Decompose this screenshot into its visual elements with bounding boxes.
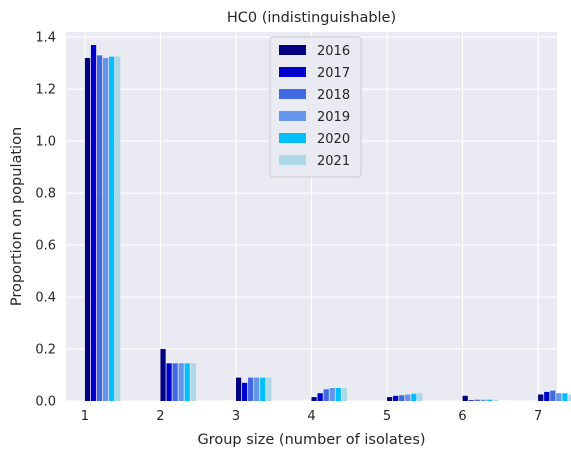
legend-swatch-2016	[279, 45, 306, 55]
bar-2018-group-1	[96, 55, 103, 401]
bar-2016-group-3	[235, 377, 242, 401]
legend-label-2019: 2019	[317, 110, 350, 125]
bar-2019-group-5	[405, 394, 411, 401]
legend-label-2018: 2018	[317, 88, 350, 103]
bar-2016-group-2	[160, 349, 166, 401]
bar-2020-group-1	[109, 56, 115, 402]
bar-2020-group-6	[486, 399, 492, 401]
bar-2016-group-4	[311, 397, 317, 401]
legend-swatch-2017	[279, 67, 306, 77]
y-tick-label: 0.8	[35, 187, 56, 202]
bar-2016-group-1	[84, 57, 91, 402]
y-tick-label: 0.4	[35, 291, 56, 306]
bar-2021-group-1	[115, 56, 121, 402]
bar-2018-group-2	[172, 363, 178, 401]
bar-2017-group-7	[544, 391, 550, 401]
bar-2020-group-7	[562, 393, 568, 401]
bar-2018-group-7	[550, 390, 556, 401]
bar-2017-group-5	[393, 395, 399, 401]
bar-2019-group-1	[103, 57, 109, 402]
legend-swatch-2019	[279, 111, 306, 121]
legend: 2016 2017 2018 2019 2020 2021	[269, 36, 362, 178]
bar-2021-group-6	[492, 399, 499, 401]
bar-2020-group-4	[335, 388, 341, 401]
bar-2019-group-7	[556, 393, 562, 401]
y-tick-labels: 0.0 0.2 0.4 0.6 0.8 1.0 1.2 1.4	[35, 31, 56, 410]
x-tick-label: 1	[81, 409, 89, 424]
legend-swatch-2020	[279, 133, 306, 143]
legend-swatch-2021	[279, 155, 306, 165]
bar-2016-group-5	[387, 397, 393, 401]
x-tick-label: 5	[383, 409, 391, 424]
y-tick-label: 1.0	[35, 135, 56, 150]
bars	[84, 44, 571, 402]
x-tick-label: 7	[534, 409, 542, 424]
bar-2018-group-6	[474, 399, 480, 401]
bar-2019-group-2	[178, 363, 184, 401]
x-tick-label: 4	[307, 409, 315, 424]
bar-2021-group-7	[568, 394, 571, 401]
y-tick-label: 0.6	[35, 239, 56, 254]
bar-2018-group-5	[399, 395, 405, 401]
x-axis-label: Group size (number of isolates)	[197, 432, 425, 448]
chart-title: HC0 (indistinguishable)	[227, 10, 396, 26]
y-tick-label: 0.0	[35, 395, 56, 410]
bar-2017-group-4	[317, 393, 323, 401]
x-tick-label: 3	[232, 409, 240, 424]
bar-2020-group-2	[184, 363, 190, 401]
bar-2017-group-2	[166, 363, 172, 401]
y-axis-label: Proportion on population	[9, 127, 25, 306]
bar-2017-group-3	[242, 382, 248, 401]
bar-2021-group-4	[341, 388, 347, 401]
bar-2019-group-3	[254, 377, 260, 401]
bar-2021-group-3	[266, 377, 272, 401]
y-tick-label: 1.4	[35, 31, 56, 46]
bar-2017-group-6	[468, 400, 474, 401]
legend-label-2021: 2021	[317, 154, 350, 169]
bar-2020-group-5	[411, 393, 417, 401]
bar-2021-group-2	[190, 363, 196, 401]
bar-2016-group-6	[462, 395, 468, 401]
bar-2020-group-3	[260, 377, 266, 401]
bar-2018-group-3	[248, 377, 254, 401]
legend-swatch-2018	[279, 89, 306, 99]
bar-2017-group-1	[90, 44, 97, 402]
bar-2019-group-4	[329, 388, 335, 401]
bar-2021-group-5	[417, 393, 423, 401]
y-tick-label: 1.2	[35, 83, 56, 98]
x-tick-label: 6	[458, 409, 466, 424]
x-tick-label: 2	[156, 409, 164, 424]
bar-2016-group-7	[538, 394, 544, 401]
legend-label-2017: 2017	[317, 66, 350, 81]
legend-label-2016: 2016	[317, 44, 350, 59]
y-tick-label: 0.2	[35, 343, 56, 358]
bar-2018-group-4	[323, 389, 329, 401]
bar-2019-group-6	[480, 399, 486, 401]
x-tick-labels: 1 2 3 4 5 6 7	[81, 409, 543, 424]
legend-label-2020: 2020	[317, 132, 350, 147]
